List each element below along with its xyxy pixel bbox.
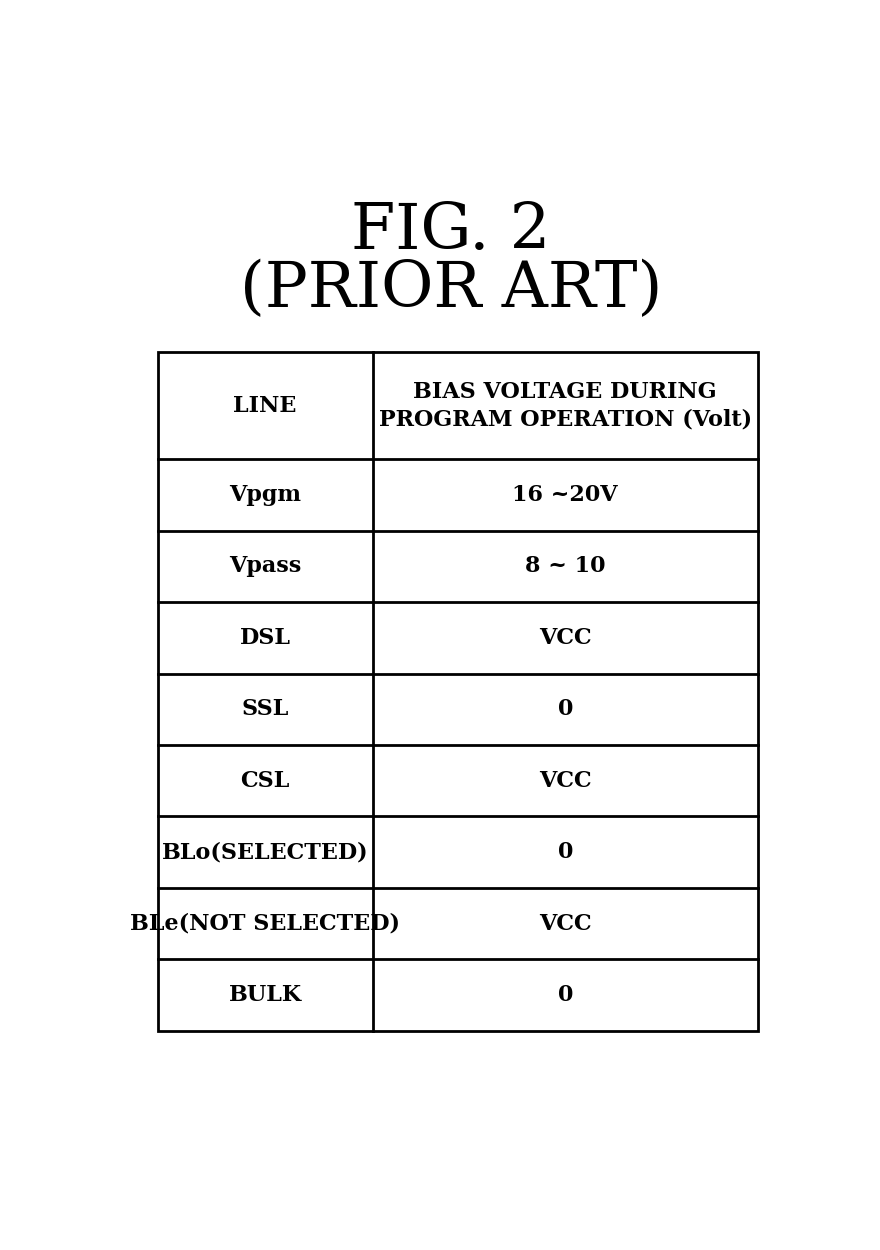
Text: SSL: SSL xyxy=(241,699,289,720)
Text: CSL: CSL xyxy=(240,770,290,791)
Text: Vpass: Vpass xyxy=(229,555,301,578)
Text: 0: 0 xyxy=(558,699,573,720)
Text: (PRIOR ART): (PRIOR ART) xyxy=(240,259,662,320)
Text: BIAS VOLTAGE DURING
PROGRAM OPERATION (Volt): BIAS VOLTAGE DURING PROGRAM OPERATION (V… xyxy=(378,381,752,430)
Text: FIG. 2: FIG. 2 xyxy=(351,201,551,262)
Text: VCC: VCC xyxy=(539,912,591,935)
Text: VCC: VCC xyxy=(539,770,591,791)
Text: Vpgm: Vpgm xyxy=(229,484,301,506)
Text: 16 ~20V: 16 ~20V xyxy=(512,484,618,506)
Text: DSL: DSL xyxy=(239,626,290,649)
Text: 8 ~ 10: 8 ~ 10 xyxy=(525,555,605,578)
Text: 0: 0 xyxy=(558,984,573,1006)
Bar xyxy=(158,352,758,1031)
Text: BLo(SELECTED): BLo(SELECTED) xyxy=(162,841,369,862)
Text: LINE: LINE xyxy=(233,395,297,416)
Text: BULK: BULK xyxy=(229,984,302,1006)
Text: VCC: VCC xyxy=(539,626,591,649)
Text: BLe(NOT SELECTED): BLe(NOT SELECTED) xyxy=(130,912,400,935)
Text: 0: 0 xyxy=(558,841,573,862)
